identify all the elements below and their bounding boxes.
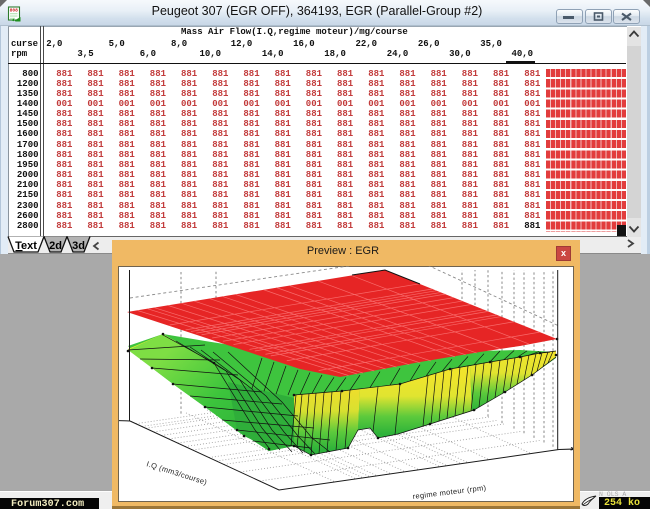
svg-text:regime moteur (rpm): regime moteur (rpm) <box>412 483 487 501</box>
svg-text:Text: Text <box>15 240 37 252</box>
svg-text:2d: 2d <box>49 240 62 252</box>
svg-text:I.Q (mm3/course): I.Q (mm3/course) <box>145 459 208 487</box>
svg-text:808: 808 <box>10 8 19 14</box>
svg-text:3d: 3d <box>72 240 85 252</box>
